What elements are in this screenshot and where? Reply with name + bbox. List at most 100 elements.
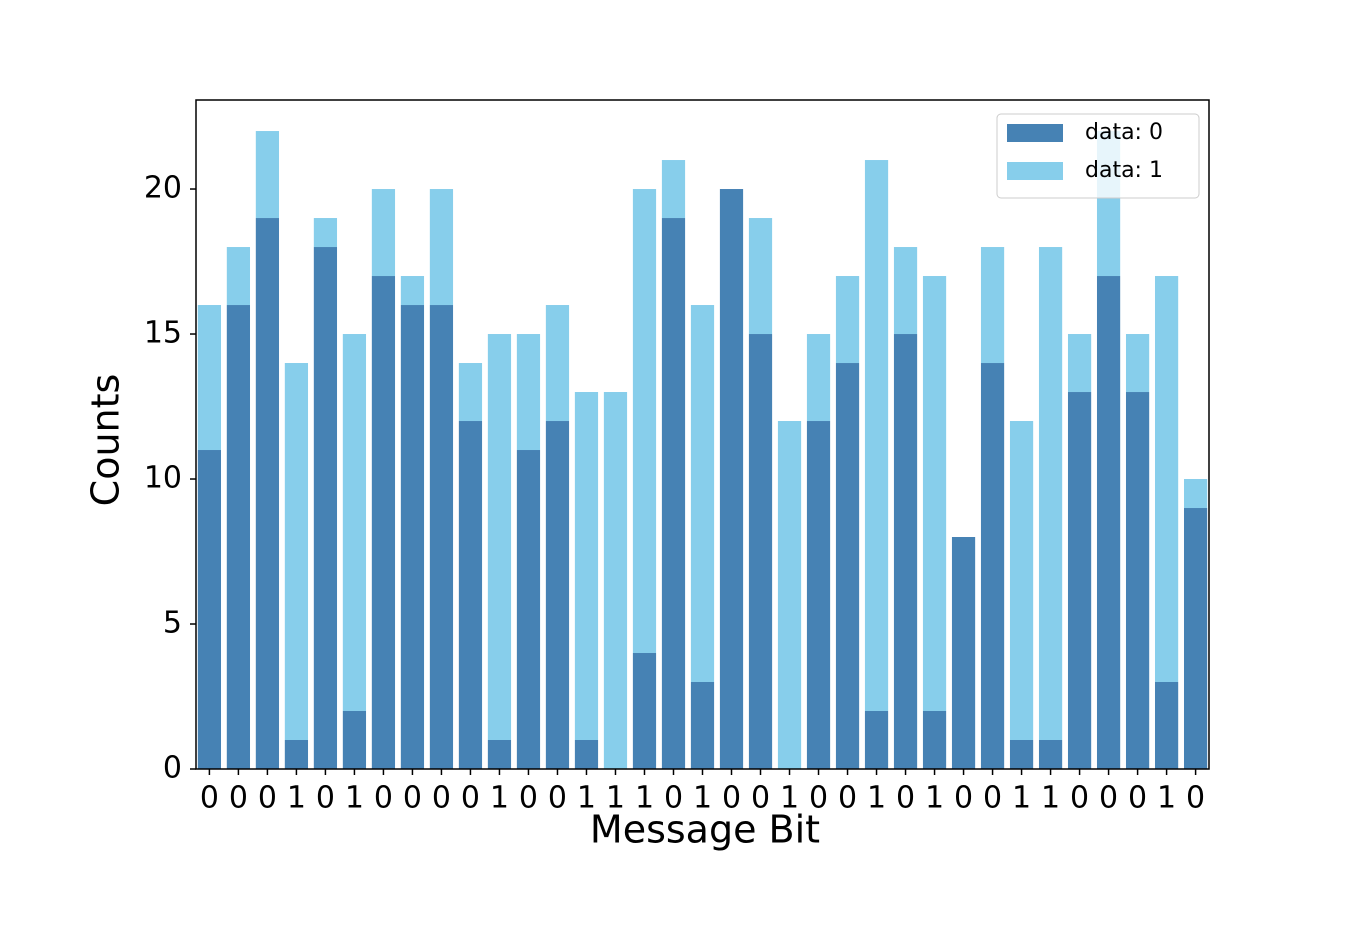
bar-segment [574, 392, 599, 741]
y-tick-label: 0 [163, 751, 182, 786]
y-tick-label: 10 [144, 461, 182, 496]
x-tick-label: 0 [1128, 781, 1147, 816]
bar-segment [284, 363, 309, 741]
bar-segment [864, 711, 889, 769]
y-axis-label: Counts [84, 374, 128, 507]
x-tick-label: 0 [461, 781, 480, 816]
bar-segment [226, 305, 251, 769]
bar-segment [690, 305, 715, 683]
bar-segment [1067, 392, 1092, 769]
x-axis-label: Message Bit [590, 808, 820, 852]
x-tick-label: 0 [316, 781, 335, 816]
x-tick-label: 1 [635, 781, 654, 816]
bar-segment [487, 334, 512, 741]
bar-segment [255, 131, 280, 219]
x-tick-label: 1 [1012, 781, 1031, 816]
x-tick-label: 0 [229, 781, 248, 816]
bar-segment [1096, 276, 1121, 769]
bar-segment [719, 189, 744, 769]
x-tick-label: 1 [345, 781, 364, 816]
bar-segment [487, 740, 512, 769]
bar-segment [864, 160, 889, 712]
bar-segment [748, 218, 773, 335]
bar-segment [951, 537, 976, 769]
bar-segment [835, 276, 860, 364]
bar-segment [516, 450, 541, 769]
x-tick-label: 1 [867, 781, 886, 816]
bar-segment [545, 305, 570, 422]
bar-segment [1009, 421, 1034, 741]
y-tick-label: 20 [144, 171, 182, 206]
x-tick-label: 1 [780, 781, 799, 816]
bar-segment [922, 276, 947, 712]
bar-segment [922, 711, 947, 769]
bar-segment [1154, 682, 1179, 769]
bar-segment [748, 334, 773, 769]
bar-segment [516, 334, 541, 451]
bar-segment [545, 421, 570, 769]
y-tick-label: 5 [163, 606, 182, 641]
x-tick-label: 0 [809, 781, 828, 816]
bar-segment [342, 711, 367, 769]
bar-segment [1038, 740, 1063, 769]
x-tick-label: 1 [1041, 781, 1060, 816]
x-tick-label: 0 [1070, 781, 1089, 816]
bar-segment [197, 450, 222, 769]
x-tick-label: 0 [200, 781, 219, 816]
legend-label: data: 1 [1085, 158, 1163, 183]
x-tick-label: 0 [258, 781, 277, 816]
bar-segment [400, 276, 425, 306]
bar-segment [255, 218, 280, 769]
bar-segment [603, 392, 628, 769]
bar-segment [1125, 392, 1150, 769]
bar-segment [342, 334, 367, 712]
x-tick-label: 1 [287, 781, 306, 816]
bar-segment [632, 653, 657, 769]
x-tick-label: 1 [490, 781, 509, 816]
bar-segment [632, 189, 657, 654]
bar-segment [226, 247, 251, 306]
legend-label: data: 0 [1085, 120, 1163, 145]
x-tick-label: 1 [577, 781, 596, 816]
bar-segment [1009, 740, 1034, 769]
x-tick-label: 0 [519, 781, 538, 816]
bar-segment [1067, 334, 1092, 393]
bar-segment [1183, 479, 1208, 509]
bar-segment [458, 363, 483, 422]
x-tick-label: 0 [983, 781, 1002, 816]
x-tick-label: 0 [751, 781, 770, 816]
x-tick-label: 0 [432, 781, 451, 816]
x-tick-label: 0 [548, 781, 567, 816]
x-tick-label: 0 [722, 781, 741, 816]
bar-segment [1038, 247, 1063, 741]
x-tick-label: 0 [403, 781, 422, 816]
bar-segment [284, 740, 309, 769]
bar-segment [661, 218, 686, 769]
bar-segment [806, 421, 831, 769]
bar-segment [777, 421, 802, 769]
bar-segment [893, 334, 918, 769]
y-tick-label: 15 [144, 316, 182, 351]
bar-segment [806, 334, 831, 422]
bar-segment [980, 247, 1005, 364]
plot-frame [195, 99, 1210, 770]
bar-segment [313, 218, 338, 248]
bar-segment [690, 682, 715, 769]
bar-segment [197, 305, 222, 451]
bar-segment [1183, 508, 1208, 769]
x-tick-label: 0 [1186, 781, 1205, 816]
x-tick-label: 1 [693, 781, 712, 816]
x-tick-label: 0 [374, 781, 393, 816]
bar-segment [313, 247, 338, 769]
x-tick-label: 1 [1157, 781, 1176, 816]
x-tick-label: 0 [954, 781, 973, 816]
bar-segment [429, 305, 454, 769]
bar-segment [661, 160, 686, 219]
x-tick-label: 1 [925, 781, 944, 816]
bar-segment [458, 421, 483, 769]
x-tick-label: 0 [838, 781, 857, 816]
bar-segment [574, 740, 599, 769]
bar-segment [371, 189, 396, 277]
bar-segment [1154, 276, 1179, 683]
